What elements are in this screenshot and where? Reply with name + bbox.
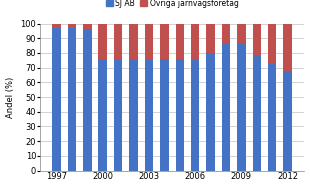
- Bar: [191, 59, 199, 171]
- Bar: [68, 24, 76, 28]
- Bar: [175, 24, 184, 59]
- Bar: [283, 71, 292, 171]
- Bar: [283, 24, 292, 71]
- Bar: [145, 24, 153, 60]
- Bar: [99, 24, 107, 60]
- Bar: [160, 59, 169, 171]
- Bar: [237, 24, 246, 44]
- Bar: [83, 24, 91, 29]
- Bar: [52, 28, 61, 171]
- Bar: [99, 60, 107, 171]
- Bar: [114, 24, 122, 60]
- Bar: [206, 24, 215, 53]
- Bar: [253, 56, 261, 171]
- Bar: [191, 24, 199, 59]
- Bar: [160, 24, 169, 59]
- Bar: [253, 24, 261, 56]
- Bar: [129, 24, 138, 60]
- Bar: [175, 59, 184, 171]
- Bar: [222, 24, 230, 43]
- Bar: [52, 24, 61, 28]
- Bar: [83, 29, 91, 171]
- Bar: [222, 43, 230, 171]
- Bar: [114, 60, 122, 171]
- Bar: [145, 60, 153, 171]
- Bar: [268, 24, 277, 63]
- Legend: SJ AB, Övriga järnvägsföretag: SJ AB, Övriga järnvägsföretag: [103, 0, 241, 11]
- Bar: [206, 53, 215, 171]
- Bar: [268, 63, 277, 171]
- Bar: [68, 28, 76, 171]
- Bar: [129, 60, 138, 171]
- Bar: [237, 44, 246, 171]
- Y-axis label: Andel (%): Andel (%): [6, 76, 15, 118]
